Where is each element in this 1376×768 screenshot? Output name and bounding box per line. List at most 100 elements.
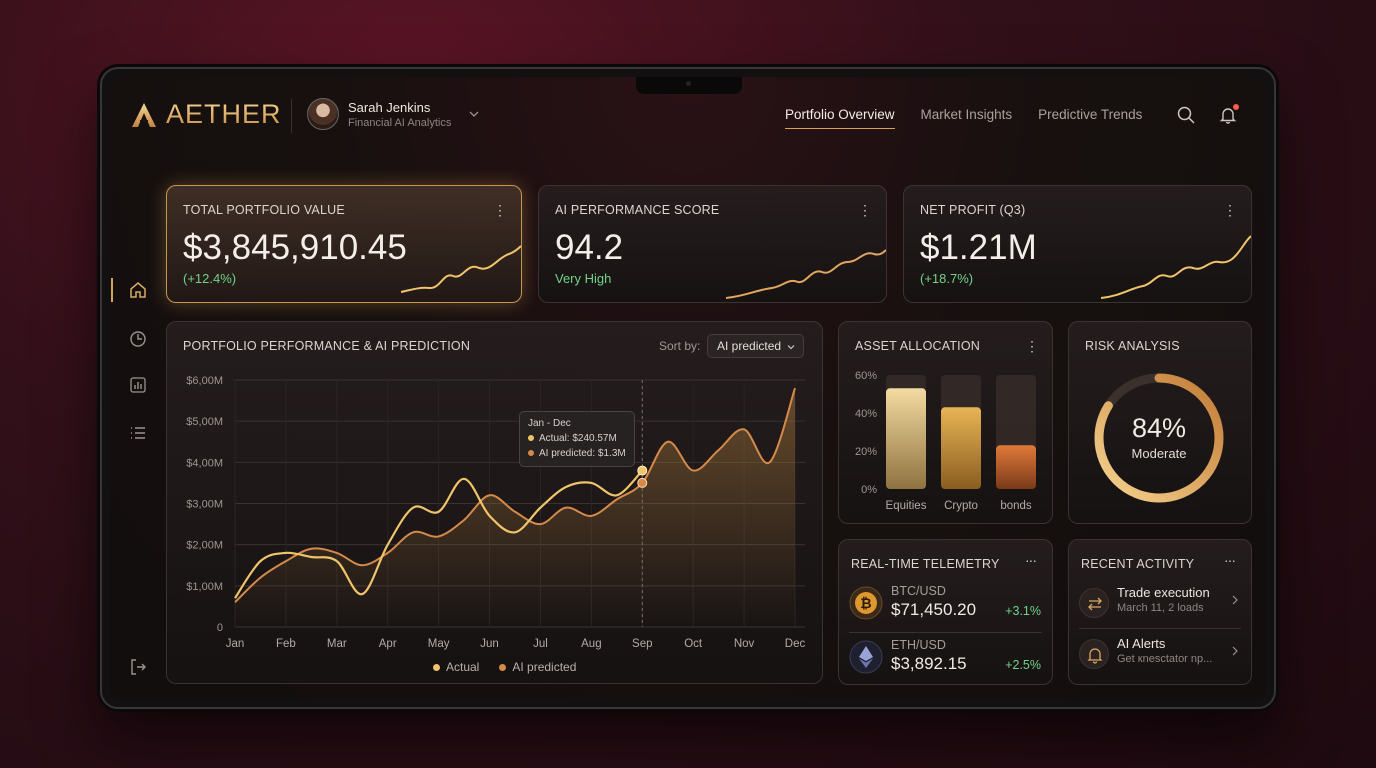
card-title: ASSET ALLOCATION (855, 339, 981, 353)
home-icon[interactable] (128, 280, 148, 300)
search-icon[interactable] (1176, 105, 1196, 125)
risk-label: Moderate (1131, 446, 1187, 461)
kpi-card-ai-score[interactable]: AI PERFORMANCE SCORE ⋮ 94.2 Very High (538, 185, 887, 303)
bar-bonds (996, 445, 1036, 489)
legend-label: Actual (446, 660, 480, 674)
device-frame: AETHER Sarah Jenkins Financial AI Analyt… (100, 67, 1276, 709)
x-tick-label: bonds (1000, 500, 1032, 512)
header-divider (291, 99, 292, 133)
change-value: +3.1% (1005, 604, 1041, 618)
y-tick-label: $3,00M (186, 499, 223, 511)
nav-predictive-trends[interactable]: Predictive Trends (1038, 107, 1143, 122)
more-menu-icon[interactable]: ⋮ (858, 202, 872, 218)
kpi-title: NET PROFIT (Q3) (920, 203, 1026, 217)
tooltip-actual: Actual: $240.57M (539, 433, 617, 444)
clock-icon[interactable] (128, 329, 148, 349)
x-tick-label: Apr (379, 638, 397, 650)
kpi-card-net-profit[interactable]: NET PROFIT (Q3) ⋮ $1.21M (+18.7%) (903, 185, 1252, 303)
x-tick-label: Jan (226, 638, 245, 650)
user-role: Financial AI Analytics (348, 116, 452, 129)
more-menu-icon[interactable]: ··· (1224, 552, 1236, 568)
list-item-btc[interactable]: ₿ BTC/USD $71,450.20 +3.1% (839, 578, 1051, 630)
ethereum-icon (849, 640, 883, 674)
card-title: RISK ANALYSIS (1085, 339, 1180, 353)
user-name: Sarah Jenkins (348, 99, 431, 115)
x-tick-label: Crypto (944, 500, 978, 512)
risk-value: 84% (1131, 413, 1187, 443)
kpi-value: $1.21M (920, 228, 1037, 267)
gauge-fill (1094, 373, 1224, 503)
chevron-down-icon (469, 111, 479, 117)
y-tick-label: $2,00M (186, 540, 223, 552)
kpi-change: (+18.7%) (920, 271, 974, 286)
list-item-eth[interactable]: ETH/USD $3,892.15 +2.5% (839, 632, 1051, 684)
sort-label: Sort by: (659, 339, 701, 353)
bar-chart-icon[interactable] (128, 375, 148, 395)
activity-subtitle: Get кnesctator np... (1117, 653, 1213, 665)
notification-dot (1233, 104, 1239, 110)
more-menu-icon[interactable]: ⋮ (493, 202, 507, 218)
dashboard-screen: AETHER Sarah Jenkins Financial AI Analyt… (110, 77, 1266, 699)
list-item-ai-alerts[interactable]: AI Alerts Get кnesctator np... (1069, 629, 1251, 677)
activity-title: AI Alerts (1117, 636, 1166, 651)
sort-select[interactable]: AI predicted (707, 334, 805, 358)
more-menu-icon[interactable]: ⋮ (1025, 338, 1039, 354)
list-item-trade[interactable]: Trade execution March 11, 2 loads (1069, 578, 1251, 626)
chart-tooltip: Jan - Dec Actual: $240.57M AI predicted:… (519, 411, 635, 467)
area-fill (235, 388, 795, 627)
y-tick-label: $6,00M (186, 375, 223, 387)
brand-logo[interactable]: AETHER (130, 99, 282, 130)
list-icon[interactable] (128, 423, 148, 443)
svg-text:₿: ₿ (860, 595, 871, 611)
kpi-title: AI PERFORMANCE SCORE (555, 203, 720, 217)
legend-item-actual[interactable]: Actual (433, 660, 479, 674)
x-tick-label: Mar (327, 638, 347, 650)
row-divider (849, 632, 1042, 633)
legend-dot (433, 664, 440, 671)
tooltip-predicted: AI predicted: $1.3M (539, 448, 626, 459)
legend-dot (528, 435, 534, 441)
x-tick-label: Equities (886, 500, 927, 512)
y-tick-label: 0% (861, 484, 877, 496)
more-menu-icon[interactable]: ··· (1025, 552, 1037, 568)
camera-notch (636, 77, 742, 94)
tooltip-predicted-row: AI predicted: $1.3M (528, 448, 626, 459)
x-tick-label: Nov (734, 638, 755, 650)
pair-label: ETH/USD (891, 638, 946, 652)
user-menu[interactable]: Sarah Jenkins Financial AI Analytics (307, 98, 480, 130)
chevron-right-icon (1232, 595, 1238, 605)
performance-line-chart: 0 $1,00M $2,00M $3,00M $4,00M $5,00M $6,00M Jan… (186, 375, 806, 650)
series-line-ai-predicted (234, 387, 796, 604)
series-line-actual (234, 469, 644, 599)
bell-icon[interactable] (1218, 105, 1238, 125)
price-value: $3,892.15 (891, 654, 967, 673)
y-tick-label: 40% (855, 408, 877, 420)
chart-title: PORTFOLIO PERFORMANCE & AI PREDICTION (183, 339, 471, 353)
legend-dot (528, 450, 534, 456)
y-tick-label: $1,00M (186, 581, 223, 593)
allocation-bar-chart: 0% 20% 40% 60% Equities Crypto bonds (855, 370, 1036, 512)
activity-title: Trade execution (1117, 585, 1210, 600)
chevron-down-icon (787, 345, 795, 350)
y-tick-label: $5,00M (186, 416, 223, 428)
card-title: REAL-TIME TELEMETRY (851, 557, 1000, 571)
kpi-change: (+12.4%) (183, 271, 237, 286)
legend-item-predicted[interactable]: AI predicted (499, 660, 576, 674)
kpi-card-portfolio-value[interactable]: TOTAL PORTFOLIO VALUE ⋮ $3,845,910.45 (+… (166, 185, 522, 303)
sparkline (401, 245, 521, 293)
legend-label: AI predicted (512, 660, 577, 674)
data-point-actual (637, 465, 648, 476)
performance-chart-card: PORTFOLIO PERFORMANCE & AI PREDICTION So… (166, 321, 823, 684)
logout-icon[interactable] (128, 657, 148, 677)
x-tick-label: Dec (785, 638, 806, 650)
price-value: $71,450.20 (891, 600, 977, 619)
kpi-value: 94.2 (555, 228, 624, 267)
nav-market-insights[interactable]: Market Insights (920, 107, 1013, 122)
risk-analysis-card: RISK ANALYSIS 84% Moderate (1068, 321, 1252, 524)
sort-select-value: AI predicted (717, 339, 782, 353)
nav-portfolio-overview[interactable]: Portfolio Overview (785, 107, 895, 129)
more-menu-icon[interactable]: ⋮ (1223, 202, 1237, 218)
kpi-value: $3,845,910.45 (183, 228, 407, 267)
sparkline (726, 249, 886, 299)
bitcoin-icon: ₿ (849, 586, 883, 620)
